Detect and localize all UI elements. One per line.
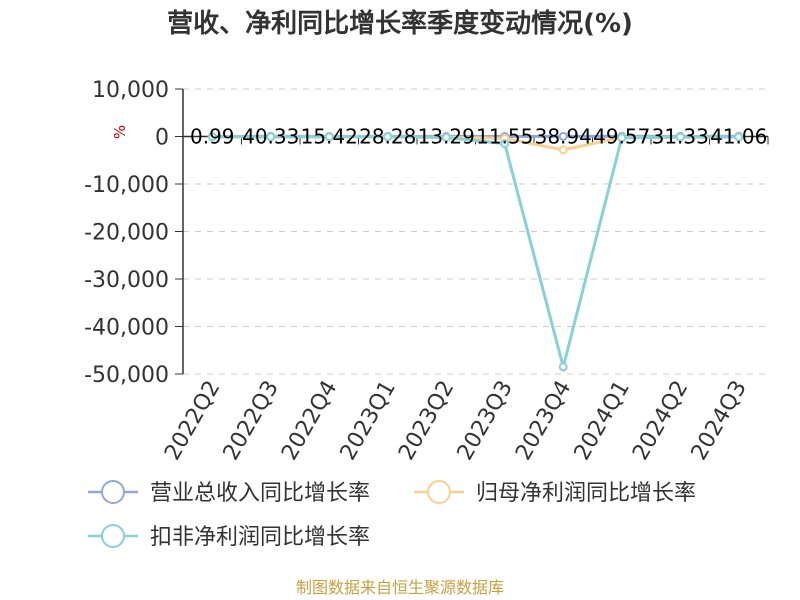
y-tick-label: 10,000 (92, 78, 169, 103)
x-tick-label: 2022Q2 (160, 377, 225, 465)
y-tick-label: 0 (155, 126, 169, 151)
legend-swatch-marker (427, 480, 451, 504)
legend-label: 归母净利润同比增长率 (476, 481, 696, 506)
x-tick-label: 2024Q1 (570, 377, 635, 465)
data-point (675, 132, 685, 142)
y-tick-label: -30,000 (84, 268, 169, 293)
data-label: 0.99 (190, 125, 235, 149)
data-point (441, 132, 451, 142)
data-point (207, 132, 217, 142)
unit-label: % (111, 125, 129, 139)
data-label: 40.33 (242, 125, 299, 149)
data-label: 41.06 (710, 125, 767, 149)
grid (183, 88, 768, 375)
y-tick-label: -10,000 (84, 173, 169, 198)
x-tick-label: 2022Q4 (277, 377, 342, 465)
x-tick-label: 2022Q3 (219, 377, 284, 465)
legend-label: 扣非净利润同比增长率 (150, 525, 370, 550)
data-label: 31.33 (652, 125, 709, 149)
x-tick-label: 2023Q1 (336, 377, 401, 465)
legend-label: 营业总收入同比增长率 (150, 481, 370, 506)
legend-item[interactable]: 归母净利润同比增长率 (414, 480, 696, 506)
data-point (734, 132, 744, 142)
series-lines (207, 131, 744, 373)
data-point (383, 132, 393, 142)
x-tick-label: 2023Q2 (394, 377, 459, 465)
legend-swatch-marker (101, 480, 125, 504)
data-point (558, 131, 568, 141)
x-tick-label: 2024Q2 (628, 377, 693, 465)
data-label: 15.42 (301, 125, 358, 149)
legend-swatch-marker (101, 524, 125, 548)
data-point (617, 133, 627, 143)
x-tick-label: 2024Q3 (687, 377, 752, 465)
data-label: 38.94 (535, 125, 592, 149)
legend-item[interactable]: 扣非净利润同比增长率 (88, 524, 370, 550)
y-tick-label: -40,000 (84, 316, 169, 341)
data-label: 13.29 (418, 125, 475, 149)
x-tick-label: 2023Q3 (453, 377, 518, 465)
data-label: 49.57 (593, 125, 650, 149)
y-tick-label: -20,000 (84, 221, 169, 246)
data-point (558, 145, 568, 155)
y-tick-label: -50,000 (84, 363, 169, 388)
chart-title: 营收、净利同比增长率季度变动情况(%) (167, 8, 633, 39)
legend-item[interactable]: 营业总收入同比增长率 (88, 480, 370, 506)
series-line (212, 135, 739, 373)
data-label: 11.55 (476, 125, 533, 149)
data-labels: 0.99 40.33 15.42 28.28 13.29 11.55 38.94 49.57 3… (190, 125, 767, 149)
data-label: 28.28 (359, 125, 416, 149)
data-point (558, 362, 568, 372)
data-point (324, 132, 334, 142)
source-note: 制图数据来自恒生聚源数据库 (296, 578, 504, 597)
data-point (266, 132, 276, 142)
x-tick-label: 2023Q4 (511, 377, 576, 465)
data-point (500, 139, 510, 149)
